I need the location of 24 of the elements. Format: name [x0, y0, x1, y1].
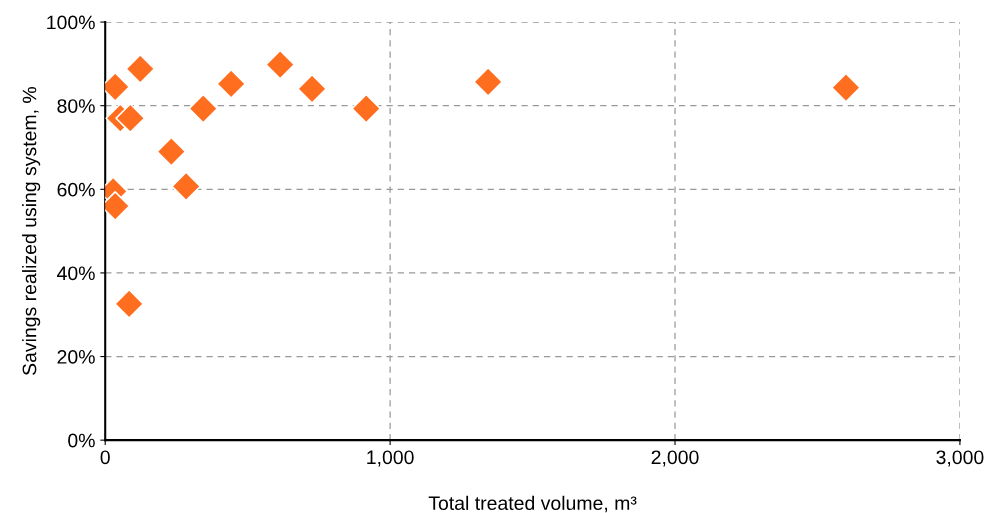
point	[473, 66, 504, 97]
y-tick-label: 60%	[57, 182, 95, 197]
x-tick-label: 3,000	[936, 450, 984, 467]
point	[265, 49, 296, 80]
point	[115, 103, 146, 134]
point	[216, 68, 247, 100]
point	[351, 93, 382, 124]
y-tick-label: 100%	[47, 15, 95, 30]
x-tick-label: 0	[100, 450, 110, 465]
y-axis-title: Savings realized using system, %	[22, 86, 41, 376]
x-tick-label: 1,000	[367, 450, 414, 467]
point	[830, 72, 862, 103]
point	[188, 93, 219, 124]
y-tick-label: 0%	[68, 433, 95, 448]
x-tick-label: 2,000	[651, 450, 699, 467]
y-tick-label: 80%	[57, 99, 95, 113]
y-tick-label: 40%	[57, 266, 95, 281]
y-tick-label: 20%	[57, 350, 95, 364]
x-axis-title: Total treated volume, m³	[428, 495, 637, 513]
point	[125, 53, 156, 84]
point	[156, 136, 187, 167]
point	[114, 288, 145, 319]
point	[171, 171, 202, 202]
point	[296, 73, 328, 105]
